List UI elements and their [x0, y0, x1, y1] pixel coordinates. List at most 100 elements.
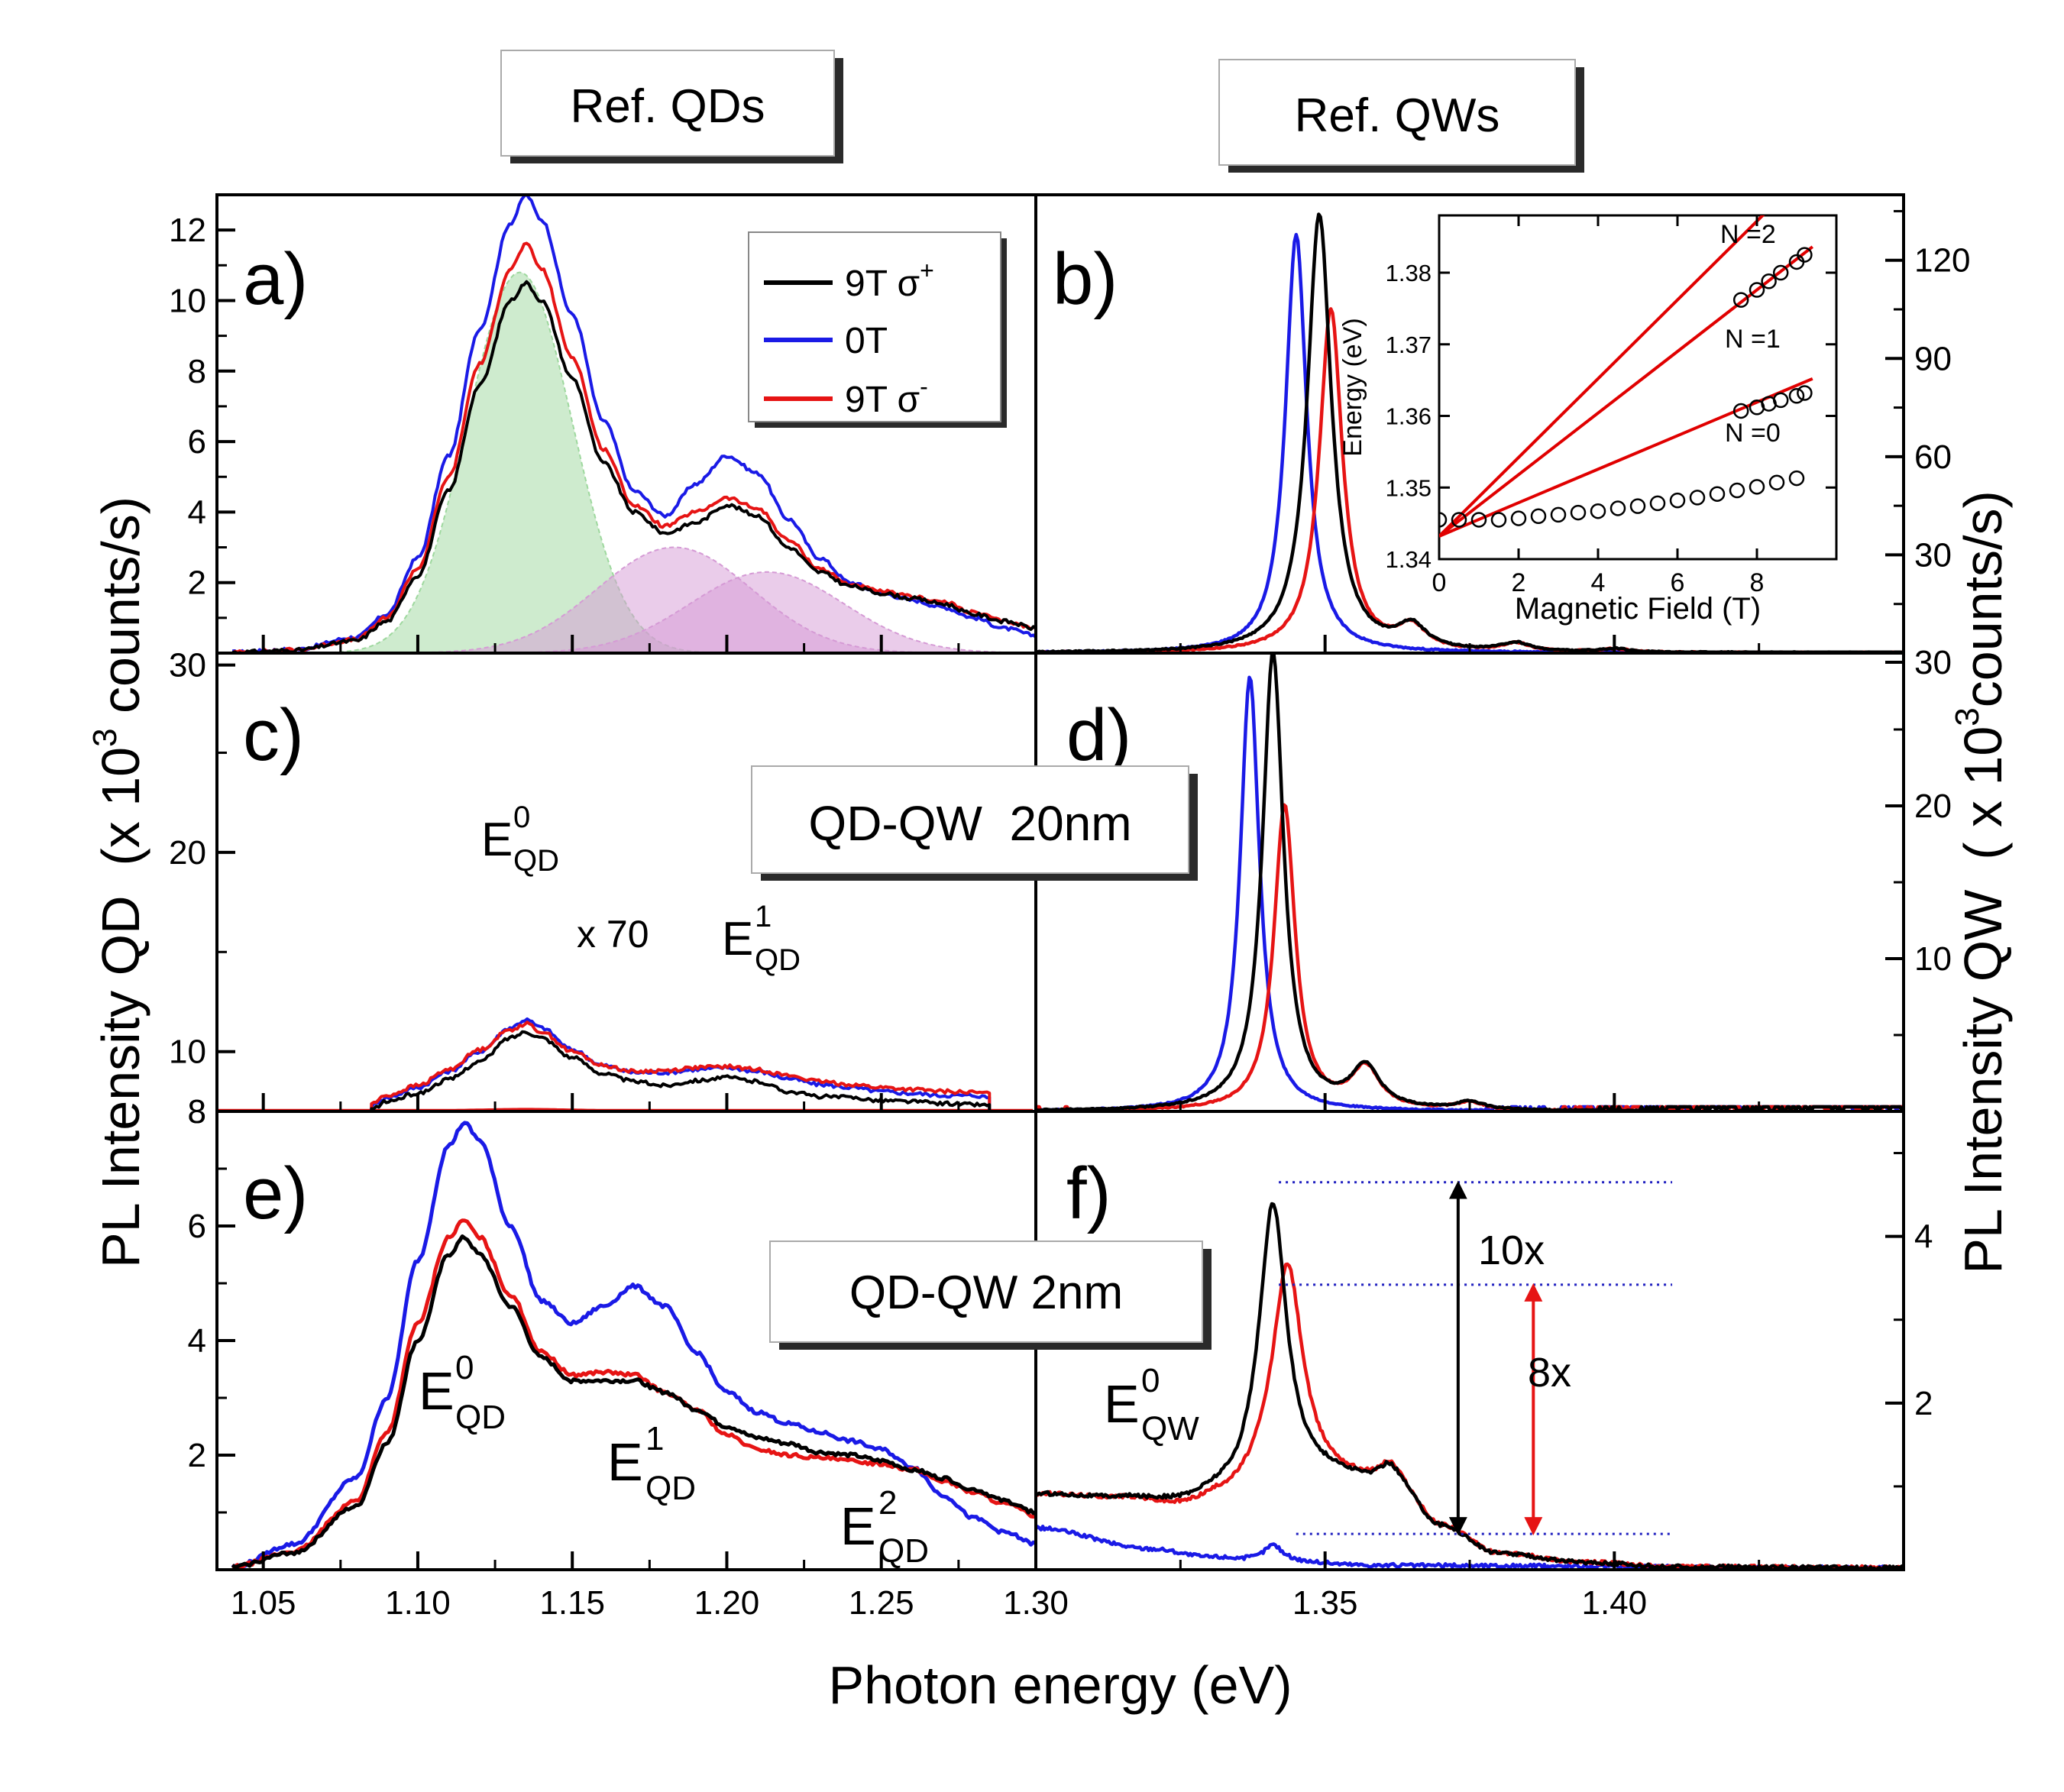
x-tick-label: 1.25 — [849, 1584, 914, 1622]
inset-data-point — [1570, 504, 1587, 521]
e-letter: E — [481, 814, 513, 866]
panel-a-curves — [231, 195, 1036, 653]
y-tick-label: 8 — [188, 1093, 206, 1131]
ylabel-left-pre: (x 10 — [91, 747, 150, 866]
inset-level-n0: N =0 — [1725, 419, 1781, 448]
inset-y-tick-label: 1.36 — [1386, 403, 1432, 430]
svg-text:E: E — [722, 913, 753, 966]
y-tick-label: 60 — [1914, 438, 1952, 476]
inset-data-point — [1629, 498, 1646, 514]
panel-label-e: e) — [243, 1153, 308, 1234]
qd-qw-2nm-box: QD-QW 2nm — [769, 1240, 1212, 1350]
svg-text:0T: 0T — [845, 321, 888, 361]
x-tick-label: 1.10 — [385, 1584, 451, 1622]
legend-entry-sigma-minus: 9T σ- — [764, 373, 928, 420]
inset-data-point — [1749, 479, 1765, 495]
x-tick-label: 1.30 — [1003, 1584, 1069, 1622]
y-tick-label: 6 — [188, 1208, 206, 1245]
svg-text:QD: QD — [513, 844, 559, 878]
svg-text:9T σ-: 9T σ- — [845, 373, 928, 420]
e-sup: 1 — [645, 1420, 664, 1457]
inset-xlabel: Magnetic Field (T) — [1515, 592, 1761, 626]
y-tick-label: 90 — [1914, 340, 1952, 377]
svg-text:QD: QD — [455, 1399, 506, 1436]
inset-ylabel: Energy (eV) — [1338, 318, 1367, 456]
inset-frame — [1438, 214, 1838, 561]
e-sup: 0 — [455, 1349, 474, 1386]
left-header-text: Ref. QDs — [571, 80, 765, 133]
series-0t — [1036, 675, 1904, 1111]
right-header-text: Ref. QWs — [1295, 89, 1500, 142]
inset-data-point — [1550, 506, 1567, 523]
y-tick-label: 6 — [188, 423, 206, 461]
x-tick-label: 1.35 — [1292, 1584, 1358, 1622]
inset-data-point — [1530, 508, 1547, 524]
inset-data-point — [1490, 512, 1507, 528]
legend-entry-zero-field: 0T — [764, 321, 888, 361]
y-tick-label: 4 — [188, 493, 206, 531]
series-0t — [231, 1121, 1036, 1570]
y-axis-label-right: PL Intensity QW ( x 103counts/s) — [1949, 490, 2013, 1274]
y-tick-label: 4 — [1914, 1218, 1933, 1256]
inset-data-point — [1749, 282, 1765, 298]
e-letter: E — [840, 1496, 876, 1556]
label-e1-qd-e: E 1 QD — [607, 1420, 696, 1507]
inset-data-point — [1689, 490, 1706, 506]
panel-e-curves — [231, 1121, 1036, 1570]
e-sup: 1 — [755, 900, 772, 933]
inset-x-tick-label: 4 — [1591, 568, 1606, 597]
inset-data-point — [1590, 503, 1606, 519]
y-tick-label: 10 — [169, 282, 206, 319]
inset-x-tick-label: 0 — [1432, 568, 1447, 597]
label-e2-qd-e: E 2 QD — [840, 1484, 929, 1570]
inset-data-point — [1470, 512, 1487, 528]
inset-fit-line — [1439, 245, 1814, 538]
legend-sup: + — [920, 257, 934, 284]
axis-ticks: 1.05 1.10 1.15 1.20 1.25 1.30 1.35 1.4024681012… — [169, 209, 1970, 1622]
ylabel-right-main: PL Intensity QW — [1953, 890, 2013, 1274]
svg-text:0: 0 — [513, 801, 530, 834]
legend-sup: - — [920, 373, 928, 400]
inset-level-n1: N =1 — [1725, 325, 1781, 354]
inset-data-point — [1451, 512, 1467, 528]
e-letter: E — [1104, 1374, 1140, 1434]
e-sub: QD — [878, 1532, 929, 1570]
inset-plot — [1439, 215, 1814, 538]
y-tick-label: 20 — [1914, 788, 1952, 825]
y-tick-label: 2 — [188, 1437, 206, 1474]
intensity-ratio-markers — [1279, 1180, 1673, 1536]
inset-y-tick-label: 1.34 — [1386, 546, 1432, 573]
series-9t-sigma-plus — [1036, 653, 1904, 1111]
y-tick-label: 20 — [169, 834, 206, 872]
inset-y-tick-label: 1.38 — [1386, 260, 1432, 286]
inset-data-point — [1772, 264, 1789, 281]
e-sub: QD — [455, 1399, 506, 1436]
panel-label-b: b) — [1053, 238, 1118, 320]
svg-text:E: E — [1104, 1374, 1140, 1434]
series-9t-sigma-plus — [231, 280, 1036, 653]
y-tick-label: 4 — [188, 1322, 206, 1360]
e-sup: 2 — [878, 1484, 897, 1522]
e-letter: E — [419, 1361, 455, 1421]
panel-label-d: d) — [1066, 694, 1131, 776]
panel-label-f: f) — [1066, 1153, 1111, 1234]
e-sub: QD — [645, 1470, 696, 1507]
inset-data-point — [1788, 470, 1805, 487]
inset-data-point — [1439, 512, 1448, 528]
panel-label-c: c) — [243, 694, 304, 776]
inset-y-tick-label: 1.37 — [1386, 332, 1432, 358]
y-tick-label: 8 — [188, 1093, 206, 1131]
y-tick-label: 2 — [188, 564, 206, 602]
svg-text:2: 2 — [878, 1484, 897, 1522]
inset-data-point — [1669, 492, 1686, 509]
inset-data-point — [1609, 500, 1626, 516]
panel-d-curves — [1036, 653, 1904, 1111]
inset-data-point — [1788, 388, 1805, 404]
ylabel-left-post: counts/s) — [91, 497, 150, 728]
series-9t-sigma-minus — [370, 1021, 992, 1111]
x-tick-label: 1.40 — [1582, 1584, 1648, 1622]
gaussian-fit-2 — [217, 571, 1036, 653]
ylabel-left-main: PL Intensity QD — [91, 895, 150, 1268]
inset-data-point — [1772, 392, 1789, 409]
